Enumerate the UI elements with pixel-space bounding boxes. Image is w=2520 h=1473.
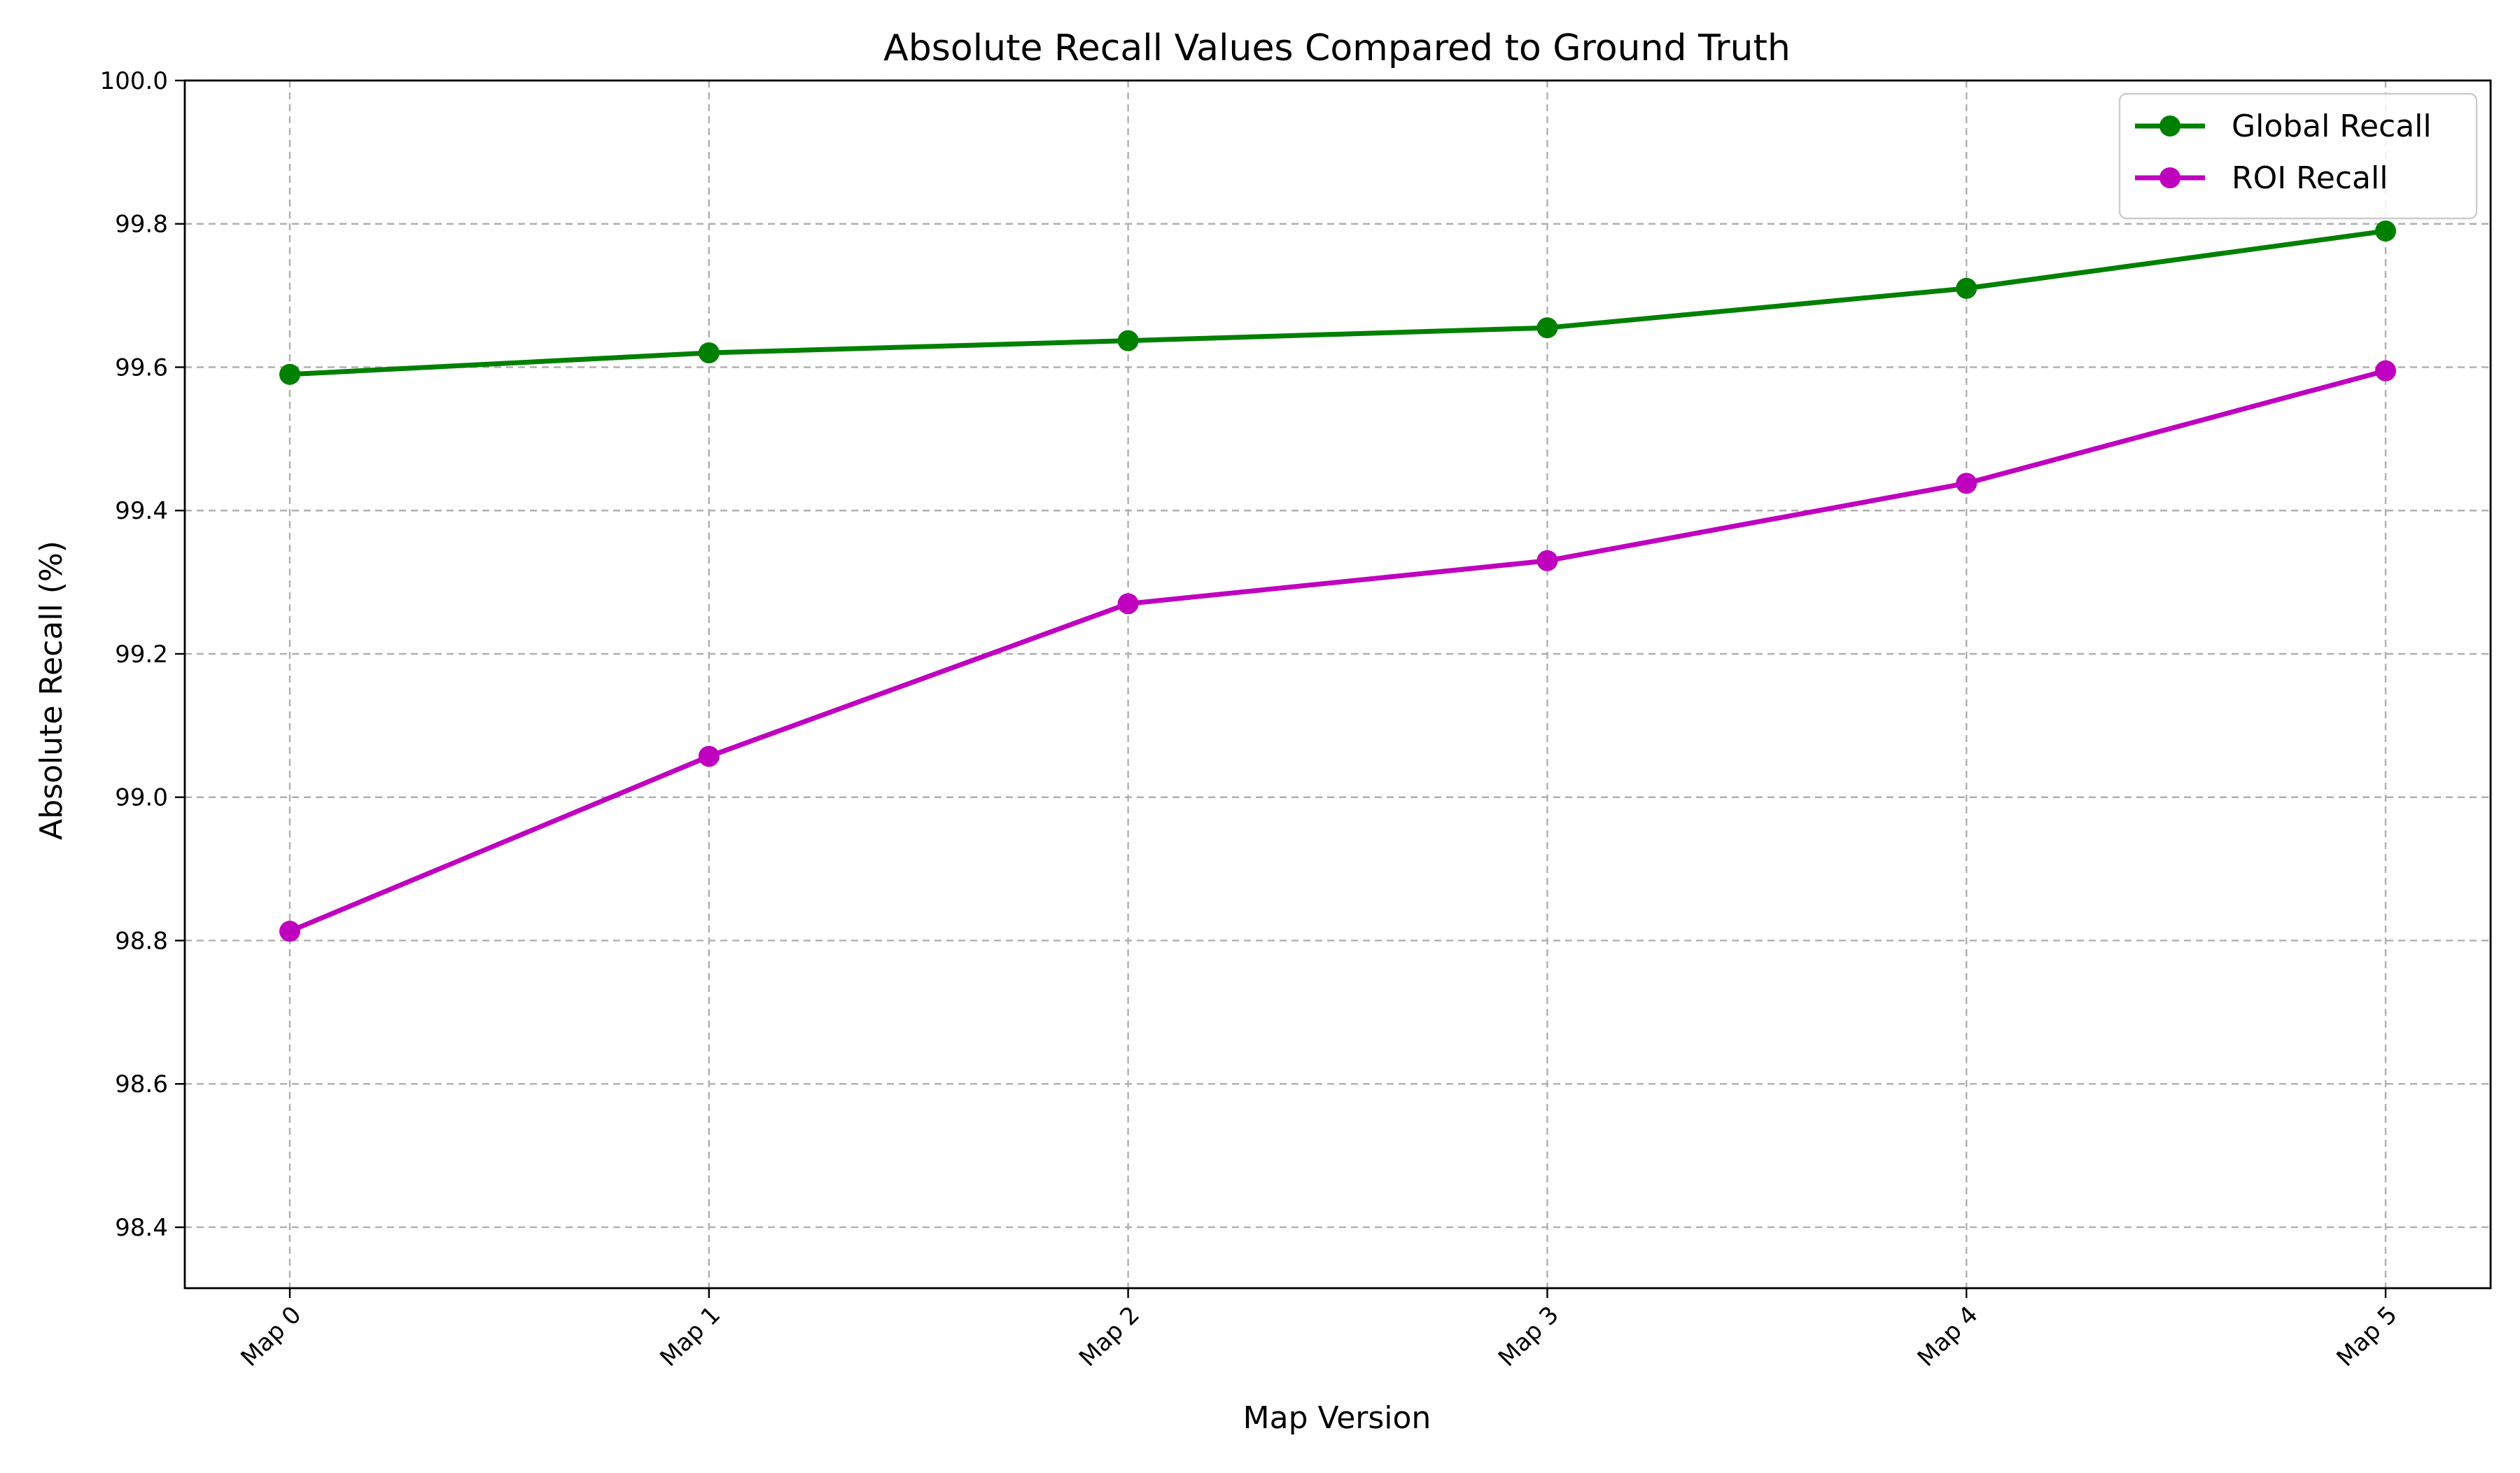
data-point (1956, 277, 1977, 299)
y-tick-label: 98.6 (115, 1070, 168, 1098)
series-0 (279, 220, 2396, 385)
data-point (1956, 473, 1977, 494)
series-line (288, 368, 2386, 934)
y-tick-label: 99.6 (115, 354, 168, 382)
legend-label: Global Recall (2232, 109, 2432, 144)
legend-marker (2160, 167, 2180, 188)
data-series (279, 220, 2396, 942)
data-point (279, 921, 300, 942)
legend-entry: ROI Recall (2135, 160, 2388, 196)
legend-marker (2160, 116, 2180, 137)
series-line (289, 228, 2386, 377)
y-axis-label: Absolute Recall (%) (34, 540, 69, 840)
y-tick-label: 99.4 (115, 497, 168, 525)
x-axis-label: Map Version (1243, 1400, 1432, 1436)
data-point (1117, 330, 1139, 351)
legend-box (2118, 92, 2478, 220)
data-point (1536, 550, 1558, 571)
y-tick-label: 99.0 (115, 784, 168, 812)
data-point (698, 342, 720, 364)
y-tick-label: 100.0 (100, 67, 168, 95)
legend-entry: Global Recall (2135, 109, 2432, 144)
chart-title: Absolute Recall Values Compared to Groun… (883, 27, 1791, 69)
legend: Global Recall ROI Recall (2118, 92, 2478, 220)
y-tick-label: 98.4 (115, 1214, 168, 1242)
data-point (2375, 360, 2396, 382)
series-1 (279, 360, 2396, 942)
data-point (2375, 220, 2396, 242)
data-point (1536, 317, 1558, 339)
data-point (698, 746, 720, 767)
legend-label: ROI Recall (2232, 160, 2388, 196)
data-point (1117, 593, 1139, 615)
y-tick-label: 98.8 (115, 927, 168, 955)
plot-frame (183, 79, 2492, 1290)
y-tick-label: 99.8 (115, 211, 168, 239)
axes (175, 79, 2492, 1298)
data-point (279, 363, 300, 385)
y-tick-label: 99.2 (115, 641, 168, 669)
